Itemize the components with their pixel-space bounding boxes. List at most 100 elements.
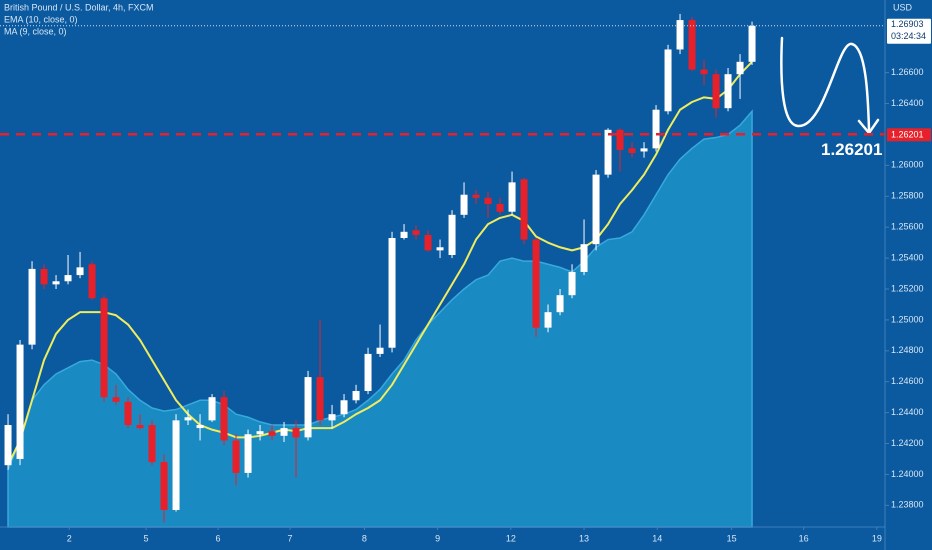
level-box — [887, 128, 931, 142]
candle-body — [532, 239, 540, 328]
candle-body — [172, 420, 180, 510]
x-tick-label: 14 — [652, 533, 662, 543]
x-tick-label: 9 — [435, 533, 440, 543]
candle-body — [508, 182, 516, 212]
y-tick-label: 1.26400 — [891, 98, 924, 108]
candle-body — [544, 312, 552, 328]
candle-body — [136, 425, 144, 429]
candle-body — [412, 230, 420, 235]
candle-body — [700, 69, 708, 75]
candle-body — [304, 377, 312, 438]
candle-body — [364, 353, 372, 391]
candle-body — [652, 109, 660, 149]
x-tick-label: 5 — [144, 533, 149, 543]
candle-body — [640, 148, 648, 152]
x-tick-label: 6 — [216, 533, 221, 543]
legend-entry: EMA (10, close, 0) — [4, 14, 78, 24]
candle-body — [40, 268, 48, 285]
candle-body — [316, 377, 324, 421]
candle-body — [280, 428, 288, 436]
candle-body — [64, 275, 72, 282]
candle-body — [16, 344, 24, 459]
y-tick-label: 1.25400 — [891, 252, 924, 262]
x-tick-label: 8 — [362, 533, 367, 543]
candle-body — [244, 434, 252, 473]
candle-body — [4, 425, 12, 466]
plot-area — [4, 13, 756, 528]
candle-body — [52, 281, 60, 285]
y-tick-label: 1.24200 — [891, 438, 924, 448]
y-tick-label: 1.25800 — [891, 191, 924, 201]
candle-body — [268, 431, 276, 436]
candle-body — [616, 129, 624, 150]
candle-body — [220, 397, 228, 441]
current-price-label: 1.26903 — [891, 19, 924, 29]
candle-body — [496, 204, 504, 212]
candle-body — [88, 264, 96, 299]
candle-body — [628, 148, 636, 153]
countdown-label: 03:24:34 — [891, 31, 926, 41]
candle-body — [196, 425, 204, 429]
ema-line — [7, 61, 753, 466]
candle-body — [436, 247, 444, 251]
y-tick-label: 1.24400 — [891, 407, 924, 417]
candle-body — [520, 179, 528, 240]
candle-body — [736, 61, 744, 75]
y-tick-label: 1.25200 — [891, 283, 924, 293]
current-price-box — [887, 18, 931, 44]
candle-body — [112, 397, 120, 402]
candle-body — [448, 214, 456, 255]
candle-body — [352, 391, 360, 401]
candle-body — [208, 397, 216, 421]
candle-body — [388, 238, 396, 348]
candle-body — [400, 231, 408, 238]
y-tick-label: 1.24800 — [891, 345, 924, 355]
candle-body — [484, 197, 492, 204]
candle-body — [712, 74, 720, 109]
candle-body — [328, 414, 336, 421]
x-tick-label: 12 — [506, 533, 516, 543]
y-tick-label: 1.26600 — [891, 67, 924, 77]
candle-body — [76, 267, 84, 276]
candle-body — [100, 298, 108, 398]
y-axis-label: USD — [893, 2, 913, 12]
level-annotation: 1.26201 — [821, 140, 882, 159]
arrow-head — [857, 118, 880, 135]
candle-body — [688, 20, 696, 70]
y-tick-label: 1.26000 — [891, 160, 924, 170]
level-axis-label: 1.26201 — [891, 130, 924, 140]
x-tick-label: 16 — [799, 533, 809, 543]
candle-body — [460, 194, 468, 215]
y-tick-label: 1.24000 — [891, 469, 924, 479]
candle-body — [148, 425, 156, 463]
candle-body — [748, 25, 756, 62]
candle-body — [664, 49, 672, 112]
chart-title: British Pound / U.S. Dollar, 4h, FXCM — [4, 2, 154, 12]
candle-body — [340, 400, 348, 415]
candle-body — [160, 462, 168, 510]
candle-body — [184, 417, 192, 421]
y-tick-label: 1.23800 — [891, 500, 924, 510]
hand-drawn-arrow — [780, 36, 871, 132]
x-tick-label: 15 — [727, 533, 737, 543]
candle-body — [676, 20, 684, 50]
candle-body — [28, 268, 36, 345]
x-tick-label: 13 — [579, 533, 589, 543]
candle-body — [568, 272, 576, 296]
candle-body — [256, 431, 264, 435]
candle-body — [124, 401, 132, 425]
candle-body — [292, 428, 300, 438]
x-tick-label: 2 — [67, 533, 72, 543]
candle-body — [592, 174, 600, 245]
legend-entry: MA (9, close, 0) — [4, 26, 67, 36]
candle-body — [472, 194, 480, 198]
y-tick-label: 1.25000 — [891, 314, 924, 324]
candle-body — [604, 129, 612, 175]
candle-body — [556, 295, 564, 313]
y-tick-label: 1.25600 — [891, 222, 924, 232]
candle-body — [232, 440, 240, 473]
ma-area — [7, 109, 753, 528]
y-tick-label: 1.24600 — [891, 376, 924, 386]
x-tick-label: 19 — [872, 533, 882, 543]
